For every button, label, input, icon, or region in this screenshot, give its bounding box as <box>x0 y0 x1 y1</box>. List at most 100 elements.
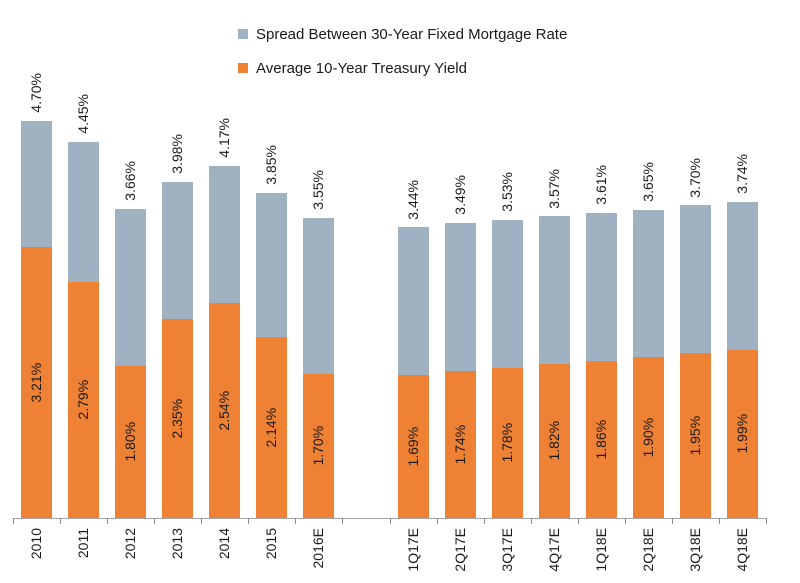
bar-total-label: 3.49% <box>451 175 468 216</box>
bar-segment-treasury <box>68 282 100 518</box>
bar-value-label: 1.74% <box>451 424 468 465</box>
bar-value-label: 1.82% <box>545 421 562 461</box>
legend-item-spread: Spread Between 30-Year Fixed Mortgage Ra… <box>238 24 567 44</box>
bar-segment-spread <box>679 205 711 354</box>
x-axis-tick <box>390 518 391 524</box>
bar-value-label: 1.80% <box>122 422 139 462</box>
bar-segment-treasury <box>632 357 664 518</box>
bar-segment-spread <box>632 209 664 358</box>
bar-total-label: 3.44% <box>404 179 421 220</box>
bar-segment-treasury <box>679 353 711 518</box>
legend-swatch-treasury-icon <box>238 63 248 73</box>
legend-swatch-spread-icon <box>238 29 248 39</box>
bar-segment-spread <box>397 227 429 376</box>
bar-value-label: 1.99% <box>733 414 750 454</box>
x-axis-tick <box>766 518 767 524</box>
x-axis-tick <box>201 518 202 524</box>
bar-segment-spread <box>726 201 758 350</box>
x-axis-label: 1Q18E <box>592 528 609 572</box>
x-axis-label: 2011 <box>75 528 92 559</box>
bar-segment-treasury <box>585 360 617 518</box>
bar-segment-spread <box>209 165 241 304</box>
bar-total-label: 3.55% <box>310 170 327 211</box>
bar-segment-spread <box>68 141 100 283</box>
bar-total-label: 4.45% <box>75 94 92 134</box>
bar-value-label: 1.78% <box>498 422 515 463</box>
bar-total-label: 3.65% <box>639 161 656 202</box>
x-axis-label: 4Q17E <box>545 528 562 572</box>
bar-value-label: 3.21% <box>28 362 45 403</box>
bar-value-label: 2.35% <box>169 398 186 439</box>
x-axis-tick <box>531 518 532 524</box>
bar-value-label: 1.70% <box>310 426 327 467</box>
bar-total-label: 3.70% <box>686 157 703 198</box>
bar-segment-treasury <box>444 370 476 518</box>
bar-total-label: 3.53% <box>498 172 515 212</box>
bar-segment-treasury <box>726 349 758 518</box>
bar-segment-treasury <box>303 374 335 518</box>
bar-value-label: 1.69% <box>404 426 421 467</box>
bar-total-label: 4.17% <box>216 117 233 158</box>
bar-total-label: 3.57% <box>545 168 562 209</box>
bar-segment-spread <box>115 208 147 366</box>
x-axis-label: 2015 <box>263 528 280 560</box>
x-axis-label: 2016E <box>310 528 327 569</box>
bar-total-label: 3.66% <box>122 161 139 201</box>
bar-total-label: 3.98% <box>169 134 186 174</box>
x-axis-tick <box>13 518 14 524</box>
bar-value-label: 1.90% <box>639 417 656 458</box>
x-axis-tick <box>437 518 438 524</box>
bar-value-label: 2.79% <box>75 380 92 420</box>
x-axis-label: 2Q18E <box>639 528 656 572</box>
x-axis-label: 2Q17E <box>451 528 468 572</box>
x-axis-tick <box>578 518 579 524</box>
x-axis-tick <box>107 518 108 524</box>
bar-value-label: 1.86% <box>592 419 609 460</box>
bar-segment-spread <box>538 216 570 365</box>
bar-segment-treasury <box>538 364 570 518</box>
x-axis-label: 2014 <box>216 528 233 560</box>
x-axis-tick <box>342 518 343 524</box>
legend-item-treasury: Average 10-Year Treasury Yield <box>238 58 567 78</box>
bar-segment-spread <box>491 219 523 368</box>
bar-total-label: 4.70% <box>28 73 45 113</box>
bar-segment-spread <box>303 218 335 375</box>
x-axis-tick <box>60 518 61 524</box>
x-axis-tick <box>484 518 485 524</box>
bar-segment-spread <box>21 120 53 247</box>
bar-segment-spread <box>585 212 617 361</box>
x-axis-tick <box>248 518 249 524</box>
bar-segment-treasury <box>115 365 147 518</box>
x-axis-tick <box>672 518 673 524</box>
legend-label-treasury: Average 10-Year Treasury Yield <box>256 59 467 77</box>
legend-label-spread: Spread Between 30-Year Fixed Mortgage Ra… <box>256 25 568 43</box>
bar-segment-spread <box>256 192 288 338</box>
bar-segment-treasury <box>209 303 241 518</box>
bar-segment-treasury <box>397 375 429 518</box>
bar-segment-treasury <box>162 319 194 518</box>
bar-segment-treasury <box>21 246 53 518</box>
bar-segment-spread <box>444 223 476 371</box>
x-axis-label: 3Q18E <box>686 528 703 572</box>
x-axis-label: 2013 <box>169 528 186 560</box>
bar-segment-treasury <box>491 367 523 518</box>
x-axis-label: 1Q17E <box>404 528 421 572</box>
x-axis-label: 4Q18E <box>733 528 750 572</box>
bar-total-label: 3.85% <box>263 144 280 185</box>
bar-total-label: 3.74% <box>733 154 750 194</box>
bar-total-label: 3.61% <box>592 165 609 205</box>
bar-value-label: 2.14% <box>263 407 280 448</box>
x-axis-tick <box>154 518 155 524</box>
x-axis-label: 2012 <box>122 528 139 560</box>
bar-segment-spread <box>162 181 194 320</box>
x-axis-label: 2010 <box>28 528 45 560</box>
bar-value-label: 1.95% <box>686 415 703 456</box>
chart-legend: Spread Between 30-Year Fixed Mortgage Ra… <box>238 24 567 92</box>
x-axis-tick <box>625 518 626 524</box>
bar-value-label: 2.54% <box>216 390 233 431</box>
x-axis-tick <box>295 518 296 524</box>
bar-segment-treasury <box>256 337 288 518</box>
x-axis-label: 3Q17E <box>498 528 515 572</box>
